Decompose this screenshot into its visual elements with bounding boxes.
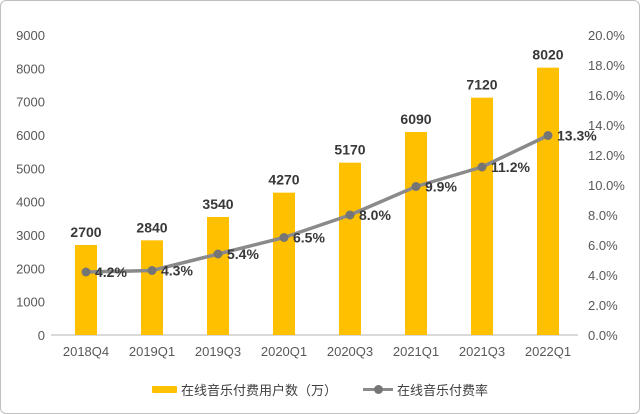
right-axis-tick-label: 14.0% [588,118,625,133]
x-axis-category-labels: 2018Q4 2019Q1 2019Q3 2020Q1 2020Q3 2021Q1 2021… [63,344,571,359]
line-value-label: 9.9% [425,179,457,195]
right-axis-tick-label: 2.0% [588,298,618,313]
bar-value-labels: 2700 2840 3540 4270 5170 6090 7120 8020 [70,47,563,240]
line-point-marker [345,210,355,220]
bar-value-label: 2840 [136,219,167,235]
left-axis-tick-label: 5000 [16,161,45,176]
bar [207,217,229,335]
line-value-label: 5.4% [227,246,259,262]
bar [405,132,427,335]
bar-series [75,67,559,336]
line-point-marker [81,267,91,277]
line-value-label: 6.5% [293,230,325,246]
bar-value-label: 5170 [334,142,365,158]
x-axis-category-label: 2021Q3 [459,344,505,359]
line-point-marker [147,266,157,275]
right-axis-tick-label: 4.0% [588,268,618,283]
line-point-marker [411,182,421,191]
legend-label: 在线音乐付费用户数（万） [180,383,337,398]
bar [75,245,97,335]
x-axis-category-label: 2022Q1 [525,344,571,359]
right-axis-tick-labels: 0.0% 2.0% 4.0% 6.0% 8.0% 10.0% 12.0% 14.0% 16.0%… [588,28,625,343]
right-axis-tick-label: 12.0% [588,148,625,163]
x-axis-category-label: 2020Q3 [327,344,373,359]
x-axis-category-label: 2021Q1 [393,344,439,359]
left-axis-tick-label: 1000 [16,295,45,310]
right-axis-tick-label: 20.0% [588,28,625,43]
line-point-marker [477,162,487,172]
bar-value-label: 8020 [532,47,563,63]
line-value-label: 4.2% [95,264,127,280]
left-axis-tick-labels: 0 1000 2000 3000 4000 5000 6000 7000 8000 9000 [16,28,45,343]
line-value-label: 13.3% [557,128,597,144]
rate-line-series [81,131,553,277]
line-value-label: 4.3% [161,263,193,279]
bar [537,67,559,336]
line-point-marker [543,131,553,140]
x-axis-category-label: 2018Q4 [63,344,109,359]
right-axis-tick-label: 10.0% [588,178,625,193]
left-axis-tick-label: 3000 [16,228,45,243]
chart-legend: 在线音乐付费用户数（万） 在线音乐付费率 [1,380,639,399]
left-axis-tick-label: 9000 [16,28,45,43]
line-value-labels: 4.2% 4.3% 5.4% 6.5% 8.0% 9.9% 11.2% 13.3% [95,128,597,281]
legend-item: 在线音乐付费率 [363,380,488,399]
right-axis-tick-label: 0.0% [588,328,618,343]
bar-value-label: 6090 [400,111,431,127]
left-axis-tick-label: 8000 [16,61,45,76]
left-axis-tick-label: 4000 [16,195,45,210]
x-axis-category-label: 2019Q3 [195,344,241,359]
left-axis-tick-label: 6000 [16,128,45,143]
legend-item: 在线音乐付费用户数（万） [151,380,337,399]
x-axis-category-label: 2020Q1 [261,344,307,359]
line-value-label: 8.0% [359,207,391,223]
legend-bar-swatch-icon [151,386,177,393]
right-axis-tick-label: 6.0% [588,238,618,253]
x-axis-category-label: 2019Q1 [129,344,175,359]
bar-value-label: 7120 [466,77,497,93]
line-value-label: 11.2% [491,159,530,175]
rate-line [84,133,550,274]
bar [471,97,493,336]
bar-value-label: 3540 [202,196,233,212]
bar [141,240,163,335]
legend-label: 在线音乐付费率 [397,383,489,398]
right-axis-tick-label: 16.0% [588,88,625,103]
right-axis-tick-label: 18.0% [588,58,625,73]
legend-line-dot-swatch-icon [363,385,393,395]
line-point-marker [213,249,223,259]
bar-value-label: 2700 [70,224,101,240]
line-point-marker [279,233,289,242]
bar [339,162,361,335]
bar [273,192,295,335]
left-axis-tick-label: 7000 [16,95,45,110]
bar-value-label: 4270 [268,172,299,188]
left-axis-tick-label: 0 [38,328,45,343]
left-axis-tick-label: 2000 [16,261,45,276]
right-axis-tick-label: 8.0% [588,208,618,223]
